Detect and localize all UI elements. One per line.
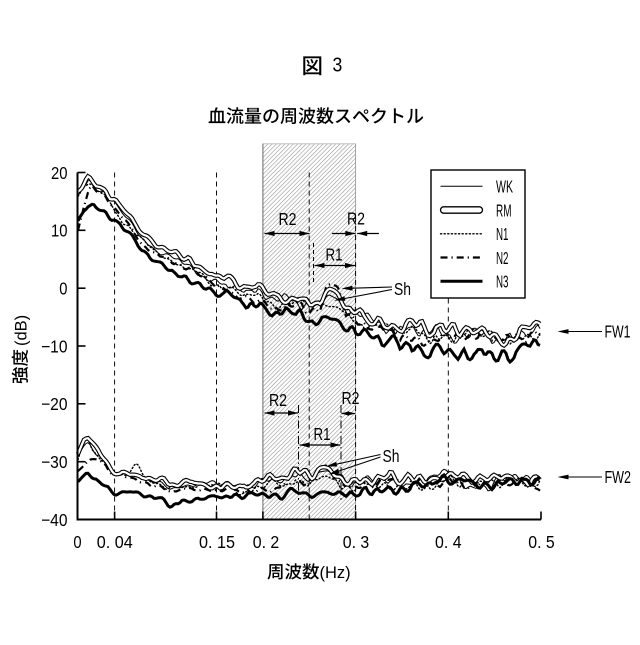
- svg-text:0. 04: 0. 04: [97, 532, 133, 552]
- svg-text:0. 2: 0. 2: [253, 532, 280, 552]
- svg-text:0. 3: 0. 3: [343, 532, 370, 552]
- svg-text:0. 4: 0. 4: [435, 532, 462, 552]
- svg-text:FW1: FW1: [605, 322, 631, 342]
- svg-text:(Hz): (Hz): [320, 564, 351, 582]
- svg-text:10: 10: [51, 221, 68, 241]
- svg-text:Sh: Sh: [383, 446, 400, 466]
- svg-text:R2: R2: [347, 209, 365, 229]
- svg-text:0: 0: [73, 532, 81, 552]
- svg-text:R2: R2: [269, 390, 287, 410]
- svg-text:N3: N3: [496, 272, 509, 292]
- svg-text:20: 20: [51, 163, 68, 183]
- svg-text:0: 0: [59, 278, 67, 298]
- svg-text:(dB): (dB): [13, 315, 31, 346]
- svg-text:R2: R2: [342, 388, 360, 408]
- svg-text:−10: −10: [41, 336, 68, 356]
- svg-text:R1: R1: [314, 424, 331, 444]
- svg-text:FW2: FW2: [605, 467, 632, 487]
- svg-text:−30: −30: [41, 452, 68, 472]
- svg-text:0. 15: 0. 15: [199, 532, 235, 552]
- svg-text:−40: −40: [41, 510, 68, 530]
- svg-text:N2: N2: [496, 248, 509, 268]
- svg-text:Sh: Sh: [394, 279, 411, 299]
- svg-text:WK: WK: [496, 177, 513, 197]
- svg-text:0. 5: 0. 5: [528, 532, 555, 552]
- svg-text:N1: N1: [496, 224, 509, 244]
- svg-text:R1: R1: [326, 245, 343, 265]
- svg-text:−20: −20: [41, 394, 68, 414]
- svg-text:R2: R2: [279, 209, 297, 229]
- svg-text:3: 3: [333, 54, 343, 77]
- svg-text:RM: RM: [496, 200, 512, 220]
